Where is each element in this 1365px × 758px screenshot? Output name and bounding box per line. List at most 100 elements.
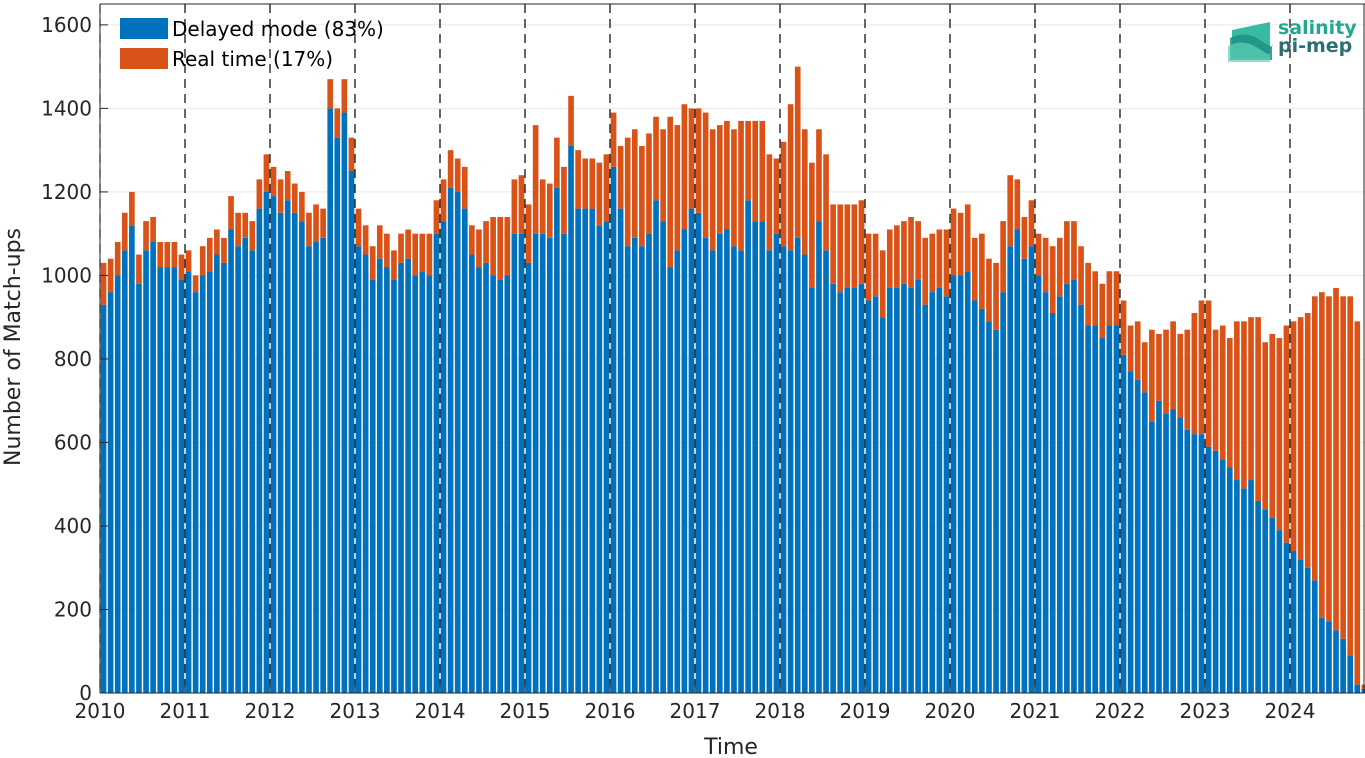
y-tick-label: 1600 [41, 13, 92, 37]
bar-delayed [235, 246, 241, 693]
bar-delayed [561, 233, 567, 693]
bar-realtime [461, 166, 468, 209]
x-tick-label: 2019 [840, 699, 891, 723]
bar-delayed [313, 242, 319, 693]
bar-delayed [490, 275, 496, 693]
bar-realtime [348, 137, 355, 172]
bar-realtime [1269, 333, 1276, 518]
bar-delayed [1184, 429, 1191, 693]
bar-realtime [943, 229, 950, 297]
bar-delayed [362, 254, 369, 693]
bar-realtime [114, 242, 121, 276]
bar-delayed [780, 246, 787, 693]
bar-delayed [284, 200, 291, 693]
bar-realtime [858, 200, 865, 284]
bar-delayed [979, 308, 985, 693]
bar-realtime [964, 204, 971, 272]
salinity-pimep-logo: salinity pi-mep [1228, 17, 1357, 62]
bar-delayed [143, 250, 149, 693]
bar-delayed [341, 112, 348, 693]
bar-delayed [554, 187, 560, 693]
bar-delayed [136, 283, 142, 693]
bar-delayed [971, 300, 978, 693]
bar-realtime [228, 196, 234, 230]
bar-delayed [1269, 517, 1276, 693]
bar-realtime [752, 120, 759, 222]
y-axis-title: Number of Match-ups [1, 228, 26, 466]
legend-swatch-delayed [120, 18, 168, 39]
bar-delayed [1198, 434, 1205, 693]
bar-delayed [497, 279, 504, 693]
bar-delayed [894, 287, 900, 693]
bar-realtime [1191, 313, 1198, 435]
bar-delayed [1340, 638, 1346, 693]
bar-realtime [100, 262, 107, 305]
bar-realtime [830, 204, 836, 284]
bar-delayed [454, 191, 461, 693]
bar-realtime [1156, 333, 1162, 401]
x-tick-label: 2015 [500, 699, 551, 723]
bar-delayed [865, 300, 872, 693]
bar-delayed [1120, 354, 1127, 693]
bar-realtime [1184, 329, 1191, 430]
bar-realtime [525, 204, 532, 263]
bar-delayed [405, 258, 411, 693]
bar-realtime [150, 216, 156, 243]
bar-delayed [369, 279, 376, 693]
bar-realtime [901, 221, 907, 284]
bar-realtime [440, 179, 447, 222]
bar-realtime [497, 216, 504, 280]
bar-delayed [1226, 467, 1233, 693]
bar-delayed [1304, 567, 1311, 693]
bar-delayed [794, 237, 801, 694]
bar-delayed [511, 233, 518, 693]
bar-delayed [164, 267, 171, 693]
y-tick-label: 600 [54, 430, 92, 454]
y-tick-label: 400 [54, 514, 92, 538]
bar-realtime [129, 191, 135, 226]
bar-delayed [667, 267, 674, 693]
bar-realtime [1333, 287, 1339, 631]
bar-realtime [1241, 321, 1247, 489]
bar-delayed [787, 250, 794, 693]
bar-delayed [199, 275, 206, 693]
bar-realtime [157, 242, 164, 268]
bar-delayed [214, 254, 220, 693]
bar-realtime [787, 104, 794, 251]
bar-realtime [1304, 313, 1311, 568]
bar-realtime [277, 179, 284, 213]
bar-delayed [384, 267, 390, 693]
bar-realtime [362, 225, 369, 255]
bar-realtime [447, 150, 454, 188]
bar-delayed [950, 275, 957, 693]
bar-delayed [1241, 488, 1247, 693]
bar-delayed [1049, 313, 1056, 693]
bar-realtime [915, 221, 921, 280]
bar-realtime [1205, 300, 1212, 447]
bar-realtime [384, 233, 390, 268]
bar-realtime [518, 175, 525, 234]
bar-realtime [1361, 684, 1365, 689]
bar-realtime [1106, 271, 1113, 326]
bar-delayed [192, 292, 199, 693]
bar-realtime [483, 221, 489, 263]
bar-delayed [610, 166, 617, 693]
bar-realtime [1071, 221, 1077, 280]
bar-delayed [801, 254, 808, 693]
bar-realtime [1042, 237, 1049, 293]
bar-realtime [1149, 329, 1155, 422]
bar-realtime [1127, 325, 1134, 372]
bar-realtime [646, 133, 652, 234]
bar-delayed [1056, 296, 1063, 693]
bar-delayed [752, 221, 759, 693]
bar-realtime [575, 150, 581, 209]
bar-delayed [773, 233, 780, 693]
bar-realtime [865, 233, 872, 301]
bar-delayed [256, 208, 263, 693]
bar-realtime [405, 229, 411, 259]
bar-realtime [950, 208, 957, 276]
y-tick-label: 800 [54, 347, 92, 371]
x-tick-label: 2020 [925, 699, 976, 723]
bar-realtime [355, 208, 362, 247]
bar-delayed [1149, 421, 1155, 693]
